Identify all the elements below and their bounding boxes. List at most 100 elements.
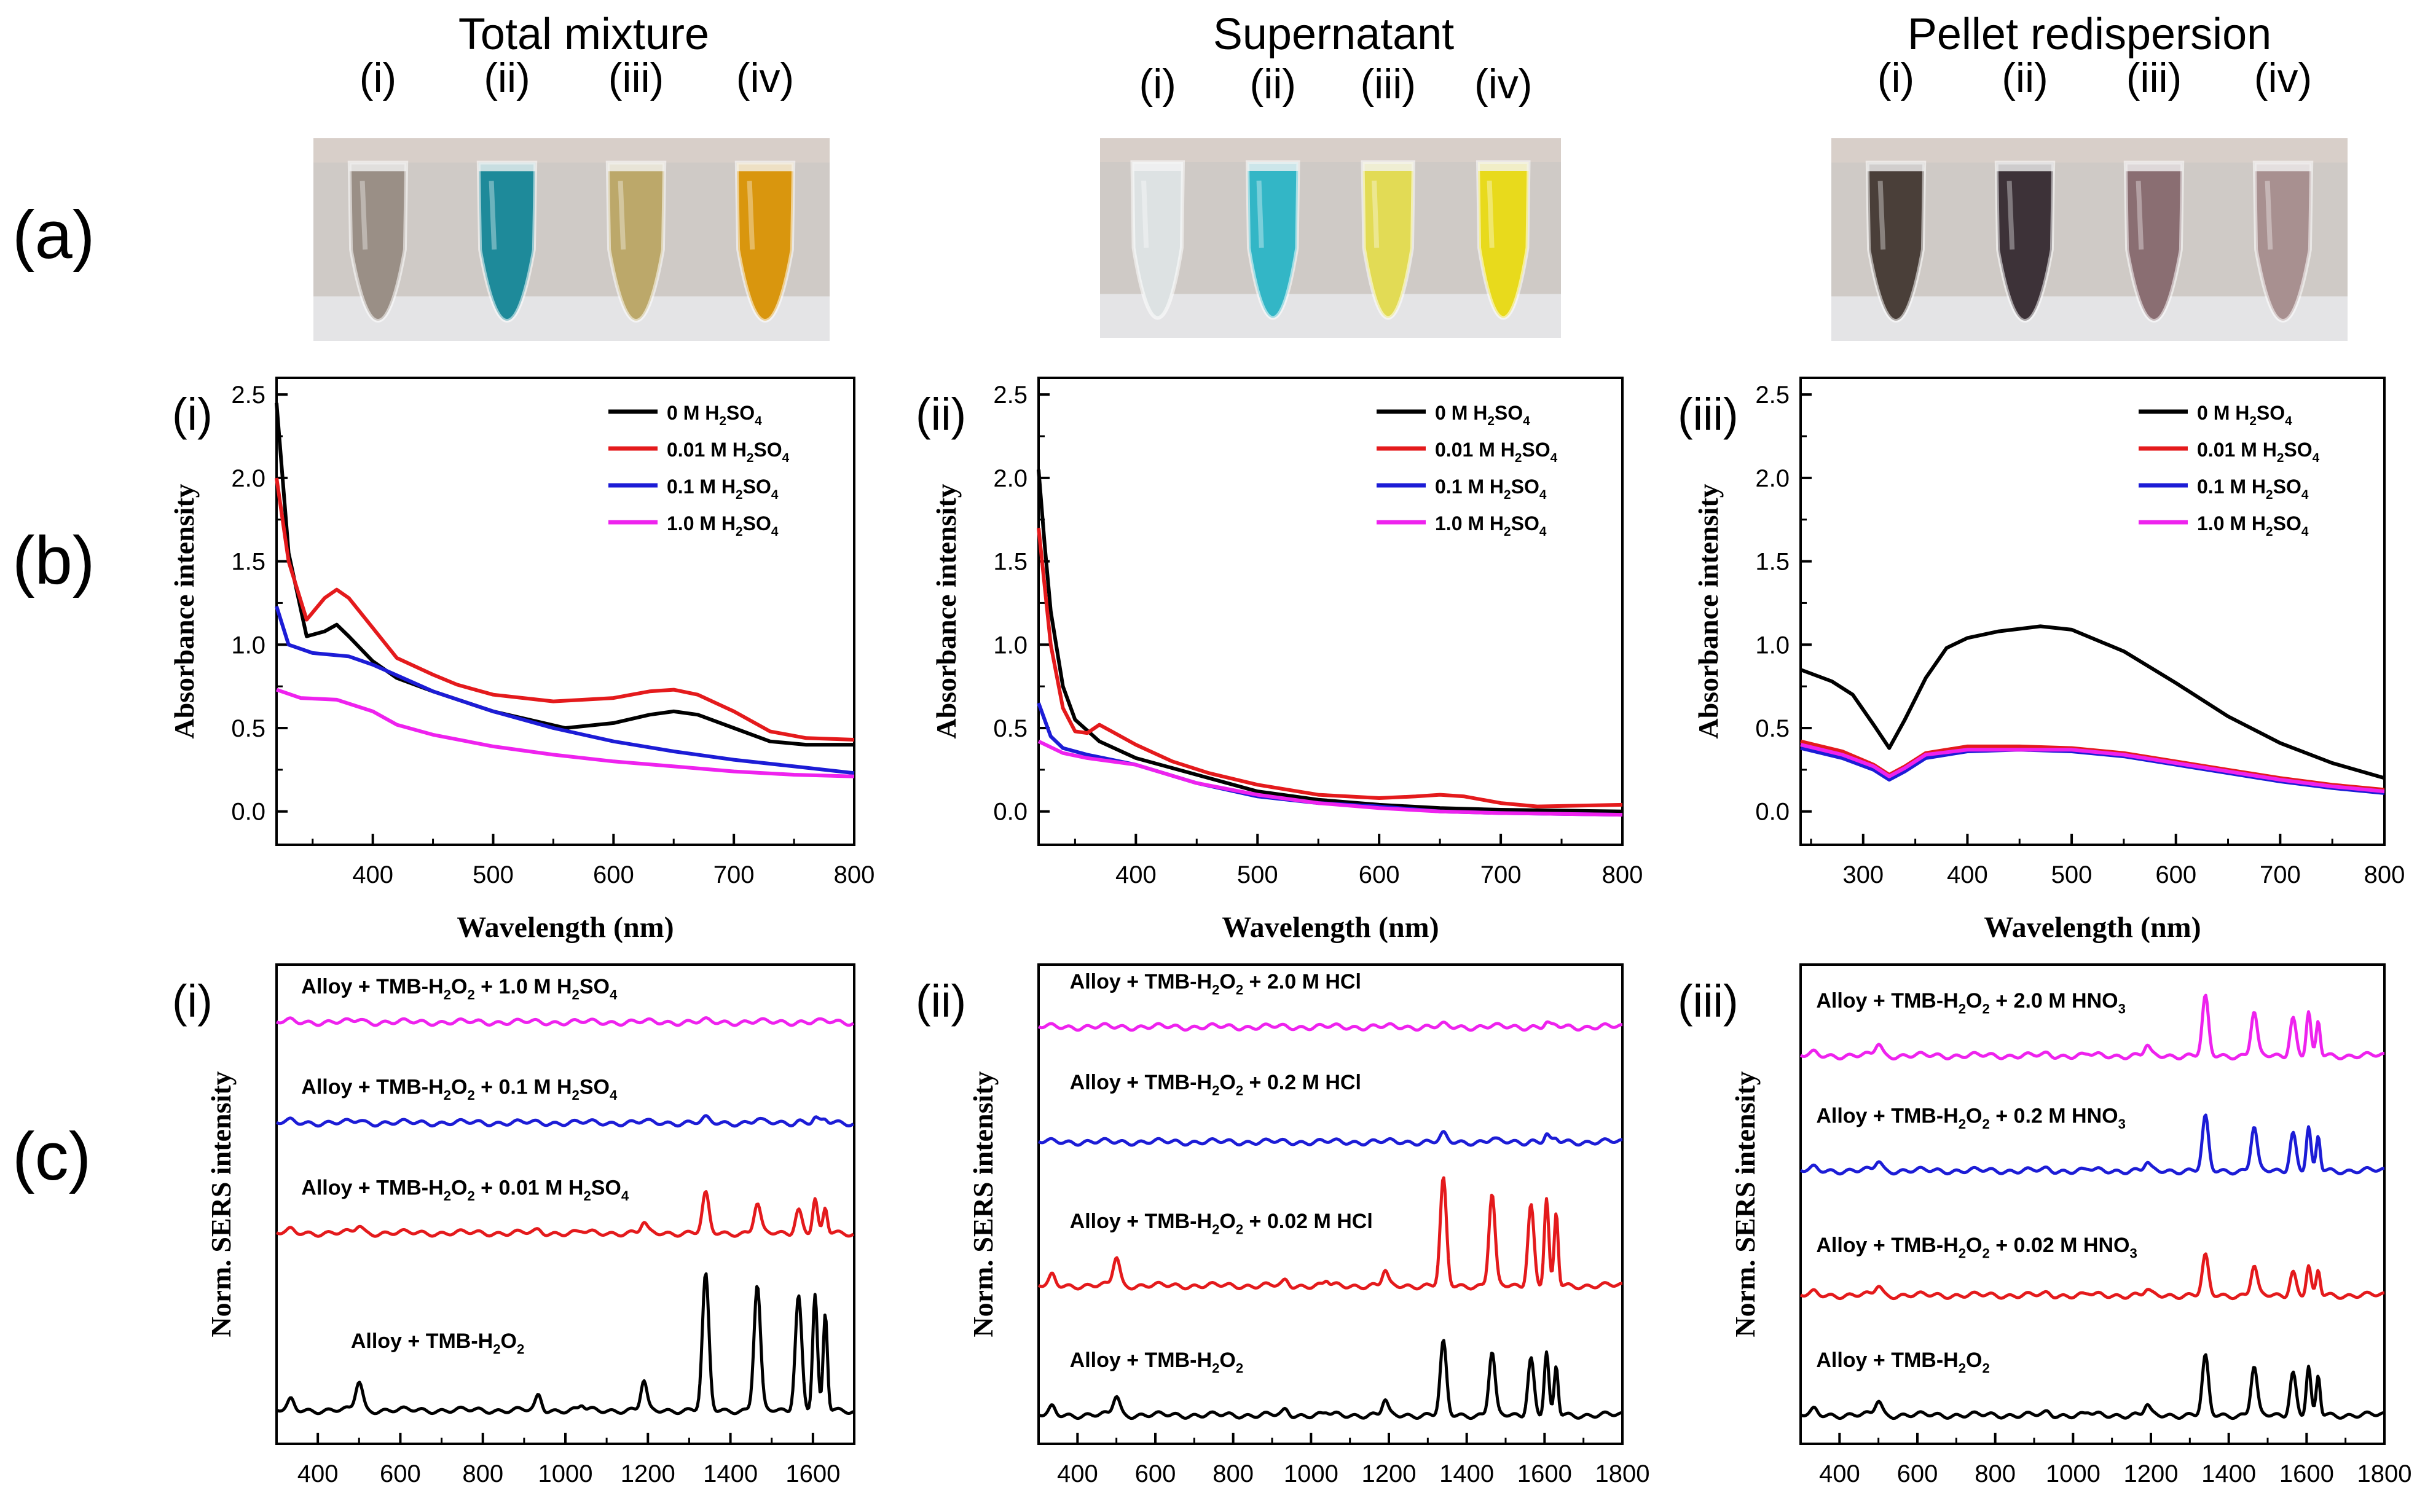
series-label: Alloy + TMB-H2​O2​ — [1070, 1349, 1243, 1376]
tube-highlight — [618, 181, 626, 250]
tube-highlight — [2006, 181, 2015, 250]
tube — [476, 160, 538, 323]
tube-rim — [1248, 162, 1299, 171]
photo-title: Supernatant — [1213, 10, 1454, 59]
panel-label: (iii) — [1678, 389, 1739, 440]
x-tick-label: 800 — [834, 861, 875, 888]
tube-highlight — [1487, 180, 1495, 248]
x-tick-label: 1000 — [2046, 1460, 2101, 1487]
tube-highlight — [747, 181, 755, 250]
series-line — [1037, 739, 1623, 817]
legend-label: 0.01 M H2​SO4​ — [2197, 439, 2320, 465]
series-line — [275, 1190, 854, 1238]
x-tick-label: 1800 — [2357, 1460, 2412, 1487]
tube-highlight — [1877, 181, 1886, 250]
photo-title: Total mixture — [458, 10, 709, 59]
y-tick-label: 2.5 — [231, 382, 265, 409]
series-label: Alloy + TMB-H2​O2​ + 0.2 M HNO3​ — [1816, 1104, 2126, 1132]
x-tick-label: 1200 — [2124, 1460, 2179, 1487]
tube — [1130, 160, 1185, 320]
legend-label: 0.01 M H2​SO4​ — [1435, 439, 1558, 465]
tube-label: (iv) — [736, 55, 794, 101]
tube — [734, 160, 796, 323]
series-line — [1799, 993, 2385, 1061]
series-line — [1037, 1176, 1623, 1291]
tube-label: (i) — [1139, 61, 1176, 108]
legend-label: 1.0 M H2​SO4​ — [667, 512, 779, 539]
x-tick-label: 1400 — [1439, 1460, 1494, 1487]
photo-row: Total mixture (i) (ii) (iii) (iv) Supernatant… — [313, 10, 2348, 341]
tube — [1245, 160, 1300, 320]
tube-highlight — [1372, 180, 1380, 248]
x-axis-label: Raman shift (cm⁻¹) — [1970, 1510, 2214, 1512]
series-line — [275, 1272, 854, 1416]
series-line — [276, 687, 855, 778]
plot-frame — [1037, 377, 1624, 846]
x-tick-label: 700 — [2260, 861, 2301, 888]
photo-wall-top — [1100, 138, 1561, 162]
y-axis-label: Norm. SERS intensity — [1729, 1071, 1761, 1337]
x-tick-label: 400 — [1115, 861, 1157, 888]
tube-rim — [349, 162, 407, 171]
photo-table — [1100, 294, 1561, 338]
y-tick-label: 2.5 — [1755, 382, 1790, 409]
series-label: Alloy + TMB-H2​O2​ — [1816, 1349, 1989, 1376]
photo-wall-top — [313, 138, 830, 163]
y-tick-label: 2.0 — [1755, 465, 1790, 492]
series-line — [275, 606, 855, 775]
y-tick-label: 0.5 — [1755, 715, 1790, 742]
y-axis-label: Absorbance intensity — [930, 484, 962, 738]
tube-label: (iii) — [1360, 61, 1416, 108]
tube — [2123, 160, 2185, 323]
tube — [2252, 160, 2314, 323]
x-tick-label: 1600 — [2279, 1460, 2334, 1487]
x-tick-label: 1600 — [1517, 1460, 1572, 1487]
x-tick-label: 1600 — [785, 1460, 840, 1487]
y-axis-label: Norm. SERS intensity — [205, 1071, 237, 1337]
chart-panel-3: 300 400 500 600 700 800 0.0 0.5 1.0 1.5 2.0 2.5 Wave… — [1678, 377, 2405, 944]
plot-frame — [1799, 963, 2386, 1445]
y-axis-label: Absorbance intensity — [168, 484, 200, 738]
y-tick-label: 1.0 — [231, 632, 265, 659]
y-axis-label: Absorbance intensity — [1692, 484, 1724, 738]
legend-label: 1.0 M H2​SO4​ — [2197, 512, 2309, 539]
series-line — [1799, 1252, 2385, 1301]
x-axis-label: Wavelength (nm) — [1222, 911, 1439, 944]
tube-label: (iii) — [608, 55, 664, 101]
tube-highlight — [360, 181, 368, 250]
y-tick-label: 2.0 — [993, 465, 1028, 492]
tube-label: (iii) — [2126, 55, 2182, 101]
series-label: Alloy + TMB-H2​O2​ + 0.02 M HCl — [1070, 1210, 1373, 1237]
tube-rim — [1132, 162, 1183, 171]
tube-rim — [2125, 162, 2183, 171]
tube — [1865, 160, 1927, 323]
panel-label: (i) — [172, 976, 213, 1027]
x-axis-label: Raman shift (cm⁻¹) — [443, 1510, 687, 1512]
tube-rim — [1996, 162, 2054, 171]
x-tick-label: 400 — [1947, 861, 1988, 888]
series-line — [1799, 1353, 2385, 1420]
tube — [1994, 160, 2056, 323]
legend-label: 0.01 M H2​SO4​ — [667, 439, 790, 465]
x-tick-label: 1000 — [538, 1460, 593, 1487]
tube-label: (i) — [360, 55, 396, 101]
tube-label: (iv) — [2254, 55, 2312, 101]
y-tick-label: 0.5 — [231, 715, 265, 742]
row-label-b: (b) — [12, 523, 95, 598]
y-tick-label: 2.0 — [231, 465, 265, 492]
series-line — [1037, 702, 1623, 817]
tube — [1361, 160, 1416, 320]
tube-rim — [1362, 162, 1413, 171]
y-tick-label: 0.0 — [993, 799, 1028, 826]
panel-label: (ii) — [916, 976, 966, 1027]
tube-label: (ii) — [484, 55, 530, 101]
tube-rim — [2254, 162, 2312, 171]
plot-frame — [1799, 377, 2386, 846]
legend-label: 0 M H2​SO4​ — [2197, 402, 2292, 428]
series-line — [1037, 469, 1623, 813]
x-tick-label: 500 — [2051, 861, 2093, 888]
x-axis-label: Wavelength (nm) — [457, 911, 674, 944]
series-label: Alloy + TMB-H2​O2​ + 0.01 M H2​SO4​ — [301, 1176, 629, 1204]
panel-label: (iii) — [1678, 976, 1739, 1027]
x-axis-label: Raman shift (cm⁻¹) — [1208, 1510, 1452, 1512]
